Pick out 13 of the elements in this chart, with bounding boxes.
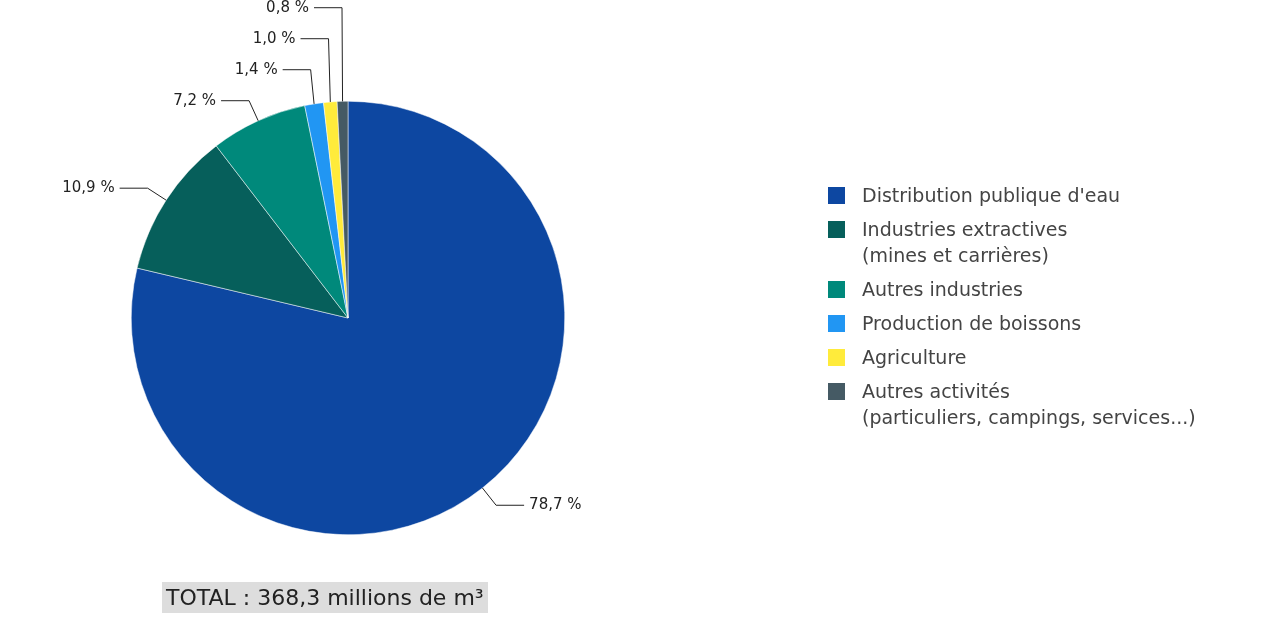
data-label: 78,7 % (529, 495, 582, 514)
legend-label: Production de boissons (862, 311, 1082, 336)
legend-label: Autres activités (particuliers, campings, services...) (862, 379, 1196, 430)
legend-label: Industries extractives (mines et carrières) (862, 217, 1068, 268)
data-label: 1,4 % (234, 59, 278, 78)
data-label: 7,2 % (173, 90, 217, 109)
legend-label: Agriculture (862, 345, 967, 370)
legend-label: Autres industries (862, 277, 1023, 302)
data-label: 10,9 % (62, 178, 115, 197)
legend-label: Distribution publique d'eau (862, 183, 1121, 208)
data-label: 1,0 % (252, 28, 296, 47)
data-label: 0,8 % (266, 0, 309, 16)
text: TOTAL : 368,3 millions de m³ (162, 582, 488, 613)
